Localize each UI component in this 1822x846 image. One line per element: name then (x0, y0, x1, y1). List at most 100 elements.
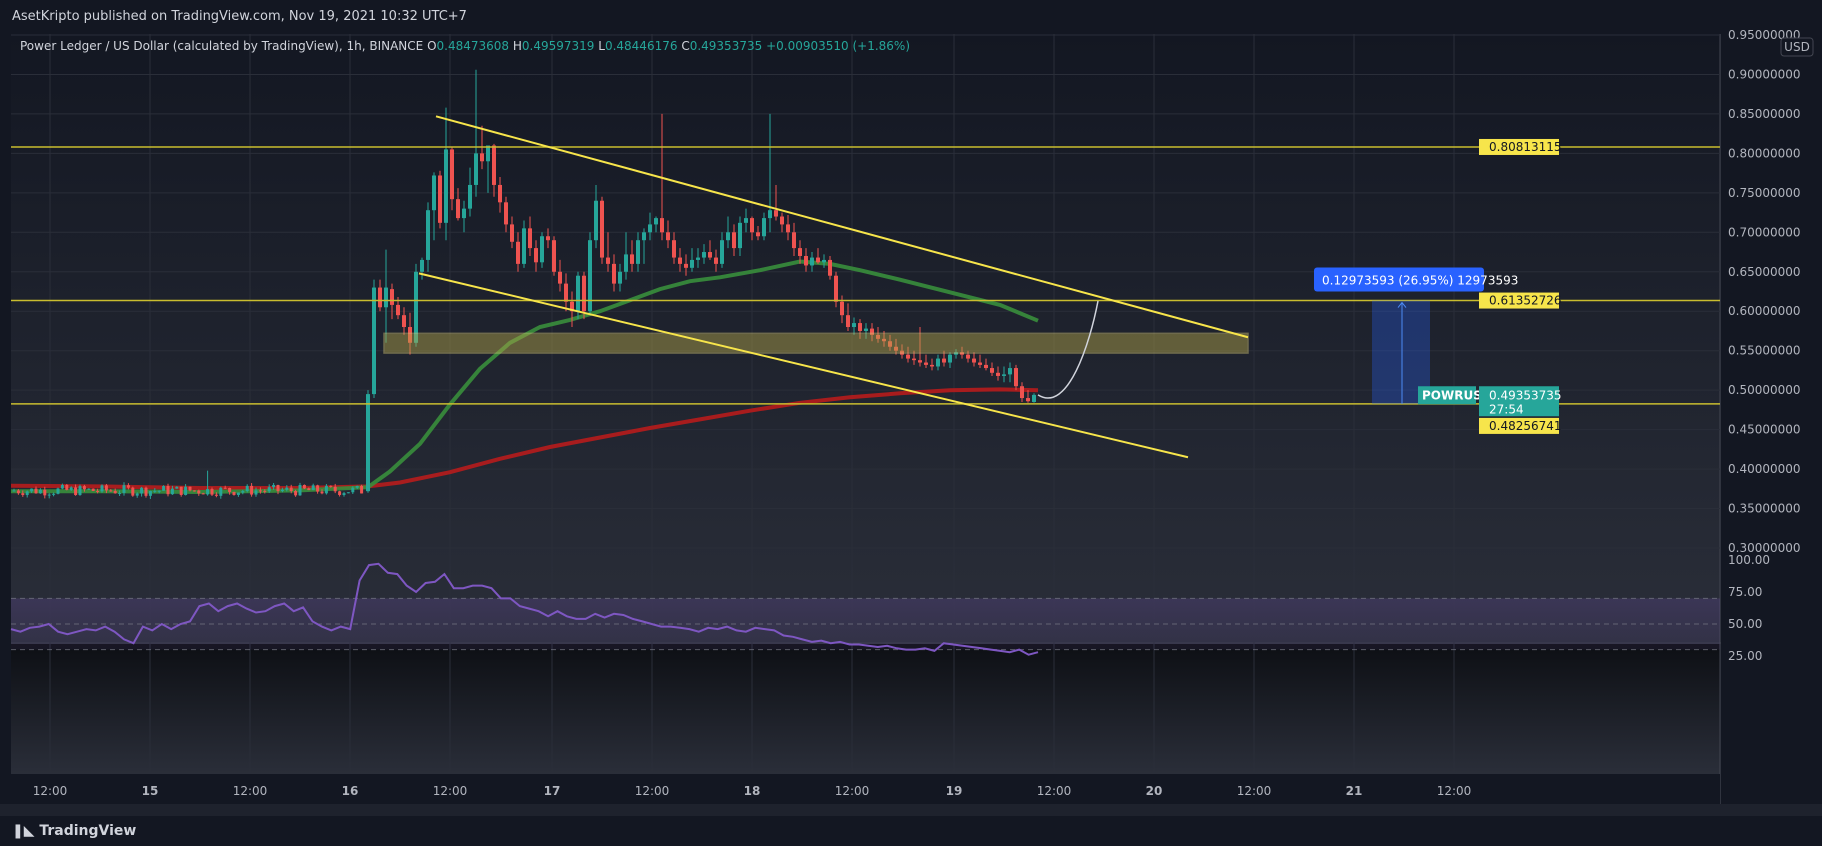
candle-up (206, 489, 210, 495)
candle-down (131, 487, 135, 496)
candle-down (396, 304, 400, 316)
candle-up (52, 493, 56, 495)
time-tick-label: 12:00 (33, 784, 68, 798)
currency-badge[interactable]: USD (1780, 37, 1814, 57)
candle-up (118, 492, 122, 494)
change-value: +0.00903510 (+1.86%) (766, 39, 910, 53)
tradingview-icon: ❚◣ (12, 823, 40, 839)
candle-down (732, 232, 736, 249)
candle-down (774, 210, 778, 217)
candle-up (153, 490, 157, 492)
candle-down (450, 149, 454, 200)
price-axis-ticks: 0.950000000.900000000.850000000.80000000… (1728, 28, 1801, 663)
candle-down (564, 283, 568, 302)
candle-up (311, 485, 315, 491)
candle-down (918, 360, 922, 363)
candle-down (546, 236, 550, 241)
measure-arrowhead (1397, 301, 1407, 308)
candle-down (188, 486, 192, 491)
candle-down (714, 257, 718, 264)
candle-up (852, 323, 856, 328)
candle-down (858, 323, 862, 331)
candle-up (468, 184, 472, 209)
candle-up (444, 149, 448, 223)
current-price-label: 0.49353735 (1489, 388, 1562, 402)
candle-up (56, 488, 60, 494)
candle-up (324, 485, 328, 494)
candle-down (552, 240, 556, 272)
rsi-pane[interactable] (11, 644, 1720, 774)
candle-down (630, 254, 634, 264)
candle-down (302, 484, 306, 489)
low-label: L (598, 39, 605, 53)
time-tick-label: 12:00 (1437, 784, 1472, 798)
candle-down (828, 259, 832, 276)
candle-down (109, 490, 113, 492)
candle-down (834, 275, 838, 302)
candle-up (12, 490, 16, 492)
candle-down (228, 487, 232, 492)
candle-up (140, 487, 144, 494)
footer-bar: ❚◣ TradingView (0, 816, 1822, 846)
price-tick-label: 0.65000000 (1728, 265, 1801, 279)
measure-label-bg (1314, 267, 1484, 292)
candle-down (672, 240, 676, 258)
candle-up (135, 493, 139, 496)
tradingview-logo[interactable]: ❚◣ TradingView (12, 823, 136, 839)
candle-down (307, 488, 311, 491)
candle-up (78, 486, 82, 496)
candle-down (492, 145, 496, 185)
candle-up (768, 210, 772, 219)
candle-down (978, 362, 982, 365)
candle-down (846, 315, 850, 328)
candle-down (480, 153, 484, 162)
time-tick-label: 12:00 (1037, 784, 1072, 798)
candle-down (678, 257, 682, 264)
rsi-tick-label: 100.00 (1728, 553, 1770, 567)
candle-down (666, 232, 670, 241)
countdown-label: 27:54 (1489, 402, 1524, 416)
publish-bar: AsetKripto published on TradingView.com,… (0, 0, 1822, 34)
high-value: 0.49597319 (521, 39, 595, 53)
candle-up (366, 394, 370, 492)
time-tick-label: 12:00 (1237, 784, 1272, 798)
candle-down (930, 364, 934, 367)
publish-text: AsetKripto published on TradingView.com,… (12, 9, 467, 24)
candle-up (170, 488, 174, 495)
candle-up (298, 484, 302, 496)
candle-down (329, 485, 333, 487)
open-value: 0.48473608 (436, 39, 510, 53)
candle-down (402, 315, 406, 328)
candle-up (474, 153, 478, 185)
candle-up (426, 210, 430, 260)
level-label-bg (1479, 292, 1559, 309)
candle-down (210, 489, 214, 495)
time-axis[interactable]: 12:00 15 12:00 16 12:00 17 12:00 18 12:00 19 12:00… (11, 774, 1720, 804)
candle-down (179, 486, 183, 496)
price-tick-label: 0.90000000 (1728, 67, 1801, 81)
channel-lower-line (418, 272, 1189, 459)
candle-down (582, 275, 586, 312)
candle-down (214, 494, 218, 496)
candle-up (414, 271, 418, 343)
candle-up (351, 487, 355, 493)
candle-down (528, 228, 532, 249)
measure-label: 0.12973593 (26.95%) 12973593 (1322, 274, 1518, 288)
price-axis[interactable] (1721, 34, 1822, 804)
candle-up (624, 254, 628, 272)
symbol-legend: Power Ledger / US Dollar (calculated by … (20, 39, 910, 53)
candle-up (654, 218, 658, 225)
close-label: C (681, 39, 690, 53)
rsi-line (10, 562, 1039, 656)
currency-label: USD (1784, 40, 1810, 54)
candle-down (263, 490, 267, 492)
candle-up (245, 485, 249, 492)
candle-down (684, 263, 688, 268)
time-axis-bg (11, 774, 1720, 804)
price-tick-label: 0.40000000 (1728, 462, 1801, 476)
time-tick-label: 18 (744, 784, 761, 798)
candle-up (122, 485, 126, 493)
candle-up (1002, 374, 1006, 376)
candle-down (104, 485, 108, 491)
